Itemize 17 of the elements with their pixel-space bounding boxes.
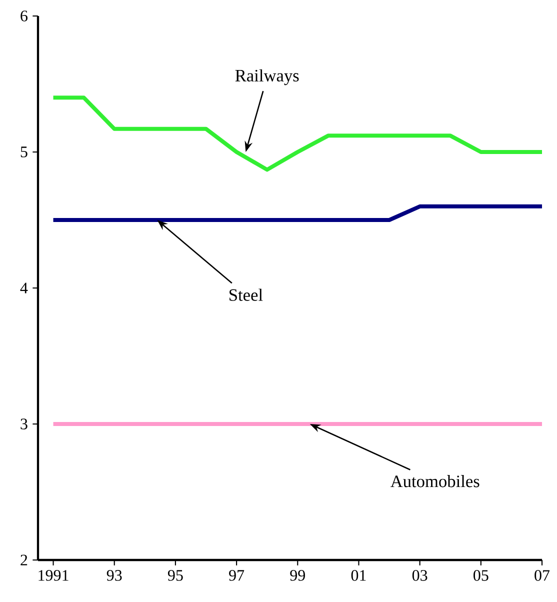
x-tick-label: 93 — [106, 570, 122, 581]
x-tick-label: 05 — [474, 570, 488, 581]
y-tick-label: 3 — [20, 418, 28, 430]
y-tick-label: 2 — [20, 554, 28, 566]
x-tick-label: 95 — [168, 570, 183, 581]
x-tick-label: 07 — [534, 570, 550, 581]
x-tick-label: 1991 — [38, 570, 68, 581]
annotation: Steel — [230, 288, 263, 301]
x-tick-label: 97 — [229, 570, 244, 581]
annotation: Automobiles — [390, 475, 480, 488]
y-tick-label: 4 — [20, 282, 28, 294]
x-tick-label: 01 — [351, 570, 366, 581]
annotation: Railways — [235, 69, 299, 86]
x-tick-label: 03 — [412, 570, 428, 581]
x-tick-label: 99 — [290, 570, 305, 581]
y-tick-label: 6 — [20, 10, 28, 22]
y-tick-label: 5 — [20, 146, 28, 158]
